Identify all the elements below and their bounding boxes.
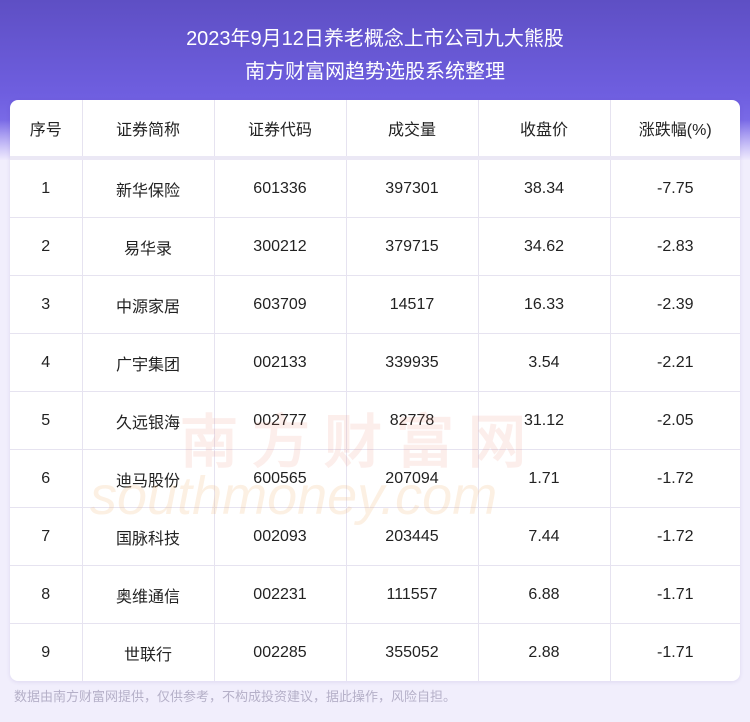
table-row: 7 国脉科技 002093 203445 7.44 -1.72 [10,507,740,566]
table-cell: 355052 [346,623,479,681]
table-cell: 002285 [214,623,347,681]
table-cell: 国脉科技 [82,507,215,566]
table-cell: 002777 [214,391,347,450]
table-cell: 300212 [214,217,347,276]
page-title: 2023年9月12日养老概念上市公司九大熊股 [186,28,564,50]
table-cell: -1.72 [610,507,740,566]
table-cell: 339935 [346,333,479,392]
table-cell: -2.39 [610,275,740,334]
table-row: 9 世联行 002285 355052 2.88 -1.71 [10,623,740,681]
table-cell: 新华保险 [82,158,215,218]
column-header: 证券简称 [82,100,215,160]
table-cell: 7.44 [478,507,611,566]
table-row: 6 迪马股份 600565 207094 1.71 -1.72 [10,449,740,508]
table-cell: -1.71 [610,565,740,624]
table-cell: 6.88 [478,565,611,624]
column-header: 证券代码 [214,100,347,160]
table-cell: 3.54 [478,333,611,392]
table-cell: -2.83 [610,217,740,276]
table-cell: 易华录 [82,217,215,276]
table-cell: 82778 [346,391,479,450]
table-cell: 迪马股份 [82,449,215,508]
table-cell: 8 [10,565,83,624]
table-cell: 广宇集团 [82,333,215,392]
table-cell: 5 [10,391,83,450]
column-header: 涨跌幅(%) [610,100,740,160]
table-cell: 397301 [346,158,479,218]
table-cell: -1.71 [657,643,694,661]
table-cell: 207094 [346,449,479,508]
table-cell: 203445 [346,507,479,566]
table-row: 5 久远银海 002777 82778 31.12 -2.05 [10,391,740,450]
table-cell: 世联行 [82,623,215,681]
table-cell: 6 [10,449,83,508]
disclaimer: 数据由南方财富网提供，仅供参考，不构成投资建议，据此操作，风险自担。 [14,689,457,704]
table-cell: -7.75 [610,158,740,218]
table-row: 8 奥维通信 002231 111557 6.88 -1.71 [10,565,740,624]
table-cell: 2.88 [478,623,611,681]
table-cell: 38.34 [478,158,611,218]
table-cell: 600565 [214,449,347,508]
table-cell: 1.71 [478,449,611,508]
page-subtitle: 南方财富网趋势选股系统整理 [245,61,505,83]
table-cell: 7 [10,507,83,566]
table-cell: 379715 [346,217,479,276]
column-header: 序号 [10,100,83,160]
table-cell: -2.21 [610,333,740,392]
table-header-row: 序号 证券简称 证券代码 成交量 收盘价 涨跌幅(%) [10,100,740,160]
table-cell: 3 [10,275,83,334]
table-cell: -2.05 [610,391,740,450]
table-cell: 久远银海 [82,391,215,450]
table-cell: 中源家居 [82,275,215,334]
table-cell: 奥维通信 [82,565,215,624]
table-cell: 002231 [214,565,347,624]
table-cell: 34.62 [478,217,611,276]
column-header: 成交量 [346,100,479,160]
table-cell: 111557 [346,565,479,624]
table-row: 3 中源家居 603709 14517 16.33 -2.39 [10,275,740,334]
table-cell: 9 [10,623,83,681]
table-cell: 603709 [214,275,347,334]
table-cell: 4 [10,333,83,392]
table-row: 1 新华保险 601336 397301 38.34 -7.75 [10,158,740,218]
table-cell: 16.33 [478,275,611,334]
table-cell: 14517 [346,275,479,334]
table-cell: 002133 [214,333,347,392]
column-header: 收盘价 [478,100,611,160]
table-cell: -1.72 [610,449,740,508]
table-cell: 31.12 [478,391,611,450]
table-cell: 601336 [214,158,347,218]
table-cell: 002093 [214,507,347,566]
table-row: 2 易华录 300212 379715 34.62 -2.83 [10,217,740,276]
stock-table: 序号 证券简称 证券代码 成交量 收盘价 涨跌幅(%) 1 新华保险 601336 397301… [10,100,740,681]
table-row: 4 广宇集团 002133 339935 3.54 -2.21 [10,333,740,392]
table-cell: 2 [10,217,83,276]
table-cell: 1 [10,158,83,218]
